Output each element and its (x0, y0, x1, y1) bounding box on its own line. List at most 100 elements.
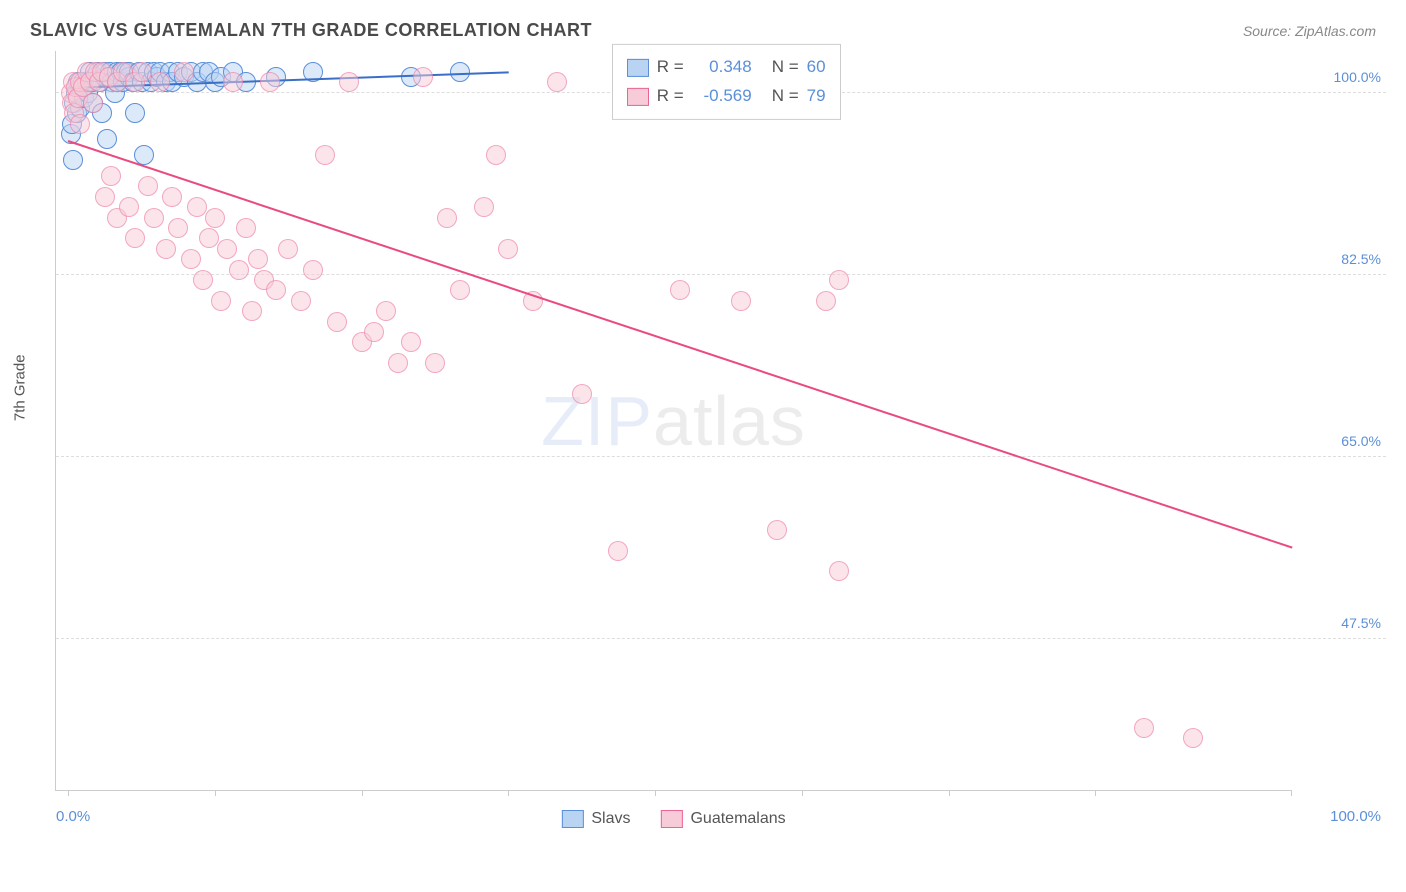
legend-r-label: R = (657, 82, 684, 111)
guatemalans-point (547, 72, 567, 92)
x-tick (1095, 790, 1096, 796)
guatemalans-point (401, 332, 421, 352)
guatemalans-point (498, 239, 518, 259)
guatemalans-point (156, 239, 176, 259)
guatemalans-point (1134, 718, 1154, 738)
guatemalans-point (70, 114, 90, 134)
watermark-b: atlas (653, 382, 806, 460)
legend-item-guatemalans: Guatemalans (660, 810, 785, 828)
x-tick (949, 790, 950, 796)
guatemalans-point (829, 561, 849, 581)
guatemalans-point (95, 187, 115, 207)
chart-title: SLAVIC VS GUATEMALAN 7TH GRADE CORRELATI… (30, 20, 592, 41)
slavs-point (125, 103, 145, 123)
x-tick (1291, 790, 1292, 796)
guatemalans-point (1183, 728, 1203, 748)
guatemalans-point (199, 228, 219, 248)
guatemalans-point (608, 541, 628, 561)
guatemalans-point (229, 260, 249, 280)
x-tick (68, 790, 69, 796)
x-tick (802, 790, 803, 796)
guatemalans-point (205, 208, 225, 228)
x-tick (655, 790, 656, 796)
guatemalans-point (486, 145, 506, 165)
x-tick (215, 790, 216, 796)
y-tick-label: 100.0% (1334, 69, 1381, 85)
legend-r-value: -0.569 (692, 82, 752, 111)
legend-label-slavs: Slavs (591, 810, 630, 828)
legend-label-guatemalans: Guatemalans (690, 810, 785, 828)
guatemalans-point (376, 301, 396, 321)
guatemalans-point (168, 218, 188, 238)
guatemalans-point (174, 62, 194, 82)
guatemalans-point (138, 176, 158, 196)
legend-n-label: N = (772, 82, 799, 111)
legend-swatch-slavs (561, 810, 583, 828)
guatemalans-point (101, 166, 121, 186)
guatemalans-point (731, 291, 751, 311)
legend-swatch (627, 59, 649, 77)
legend-swatch (627, 88, 649, 106)
y-tick-label: 82.5% (1341, 251, 1381, 267)
guatemalans-point (315, 145, 335, 165)
guatemalans-point (187, 197, 207, 217)
y-tick-label: 65.0% (1341, 433, 1381, 449)
guatemalans-point (816, 291, 836, 311)
chart-header: SLAVIC VS GUATEMALAN 7TH GRADE CORRELATI… (0, 0, 1406, 51)
legend-r-label: R = (657, 53, 684, 82)
y-axis-title: 7th Grade (12, 354, 29, 421)
bottom-legend: Slavs Guatemalans (561, 810, 785, 828)
slavs-point (63, 150, 83, 170)
legend-n-value: 79 (807, 82, 826, 111)
slavs-point (97, 129, 117, 149)
guatemalans-point (223, 72, 243, 92)
chart-source: Source: ZipAtlas.com (1243, 23, 1376, 39)
guatemalans-point (83, 93, 103, 113)
guatemalans-point (303, 260, 323, 280)
legend-item-slavs: Slavs (561, 810, 630, 828)
guatemalans-point (125, 228, 145, 248)
legend-swatch-guatemalans (660, 810, 682, 828)
guatemalans-point (193, 270, 213, 290)
guatemalans-point (217, 239, 237, 259)
guatemalans-point (474, 197, 494, 217)
guatemalans-point (388, 353, 408, 373)
x-tick (508, 790, 509, 796)
guatemalans-point (767, 520, 787, 540)
watermark-a: ZIP (541, 382, 653, 460)
guatemalans-point (260, 72, 280, 92)
x-tick (362, 790, 363, 796)
guatemalans-point (150, 72, 170, 92)
guatemalans-point (413, 67, 433, 87)
guatemalans-point (242, 301, 262, 321)
gridline (56, 456, 1386, 457)
guatemalans-point (278, 239, 298, 259)
guatemalans-point (162, 187, 182, 207)
guatemalans-point (211, 291, 231, 311)
guatemalans-point (327, 312, 347, 332)
guatemalans-point (670, 280, 690, 300)
x-axis-label-right: 100.0% (1330, 808, 1381, 825)
guatemalans-point (829, 270, 849, 290)
guatemalans-point (291, 291, 311, 311)
correlation-legend: R = 0.348 N = 60R = -0.569 N = 79 (612, 44, 841, 120)
chart-area: 7th Grade ZIPatlas Slavs Guatemalans 100… (55, 51, 1386, 841)
guatemalans-point (364, 322, 384, 342)
guatemalans-point (119, 197, 139, 217)
guatemalans-point (181, 249, 201, 269)
guatemalans-point (450, 280, 470, 300)
legend-n-value: 60 (807, 53, 826, 82)
guatemalans-point (572, 384, 592, 404)
legend-row: R = -0.569 N = 79 (627, 82, 826, 111)
guatemalans-point (266, 280, 286, 300)
guatemalans-point (437, 208, 457, 228)
legend-r-value: 0.348 (692, 53, 752, 82)
guatemalans-point (248, 249, 268, 269)
gridline (56, 638, 1386, 639)
guatemalans-point (144, 208, 164, 228)
plot-area: ZIPatlas Slavs Guatemalans 100.0%82.5%65… (55, 51, 1291, 791)
y-tick-label: 47.5% (1341, 615, 1381, 631)
guatemalans-point (339, 72, 359, 92)
legend-row: R =0.348N =60 (627, 53, 826, 82)
guatemalans-trendline (68, 140, 1292, 548)
